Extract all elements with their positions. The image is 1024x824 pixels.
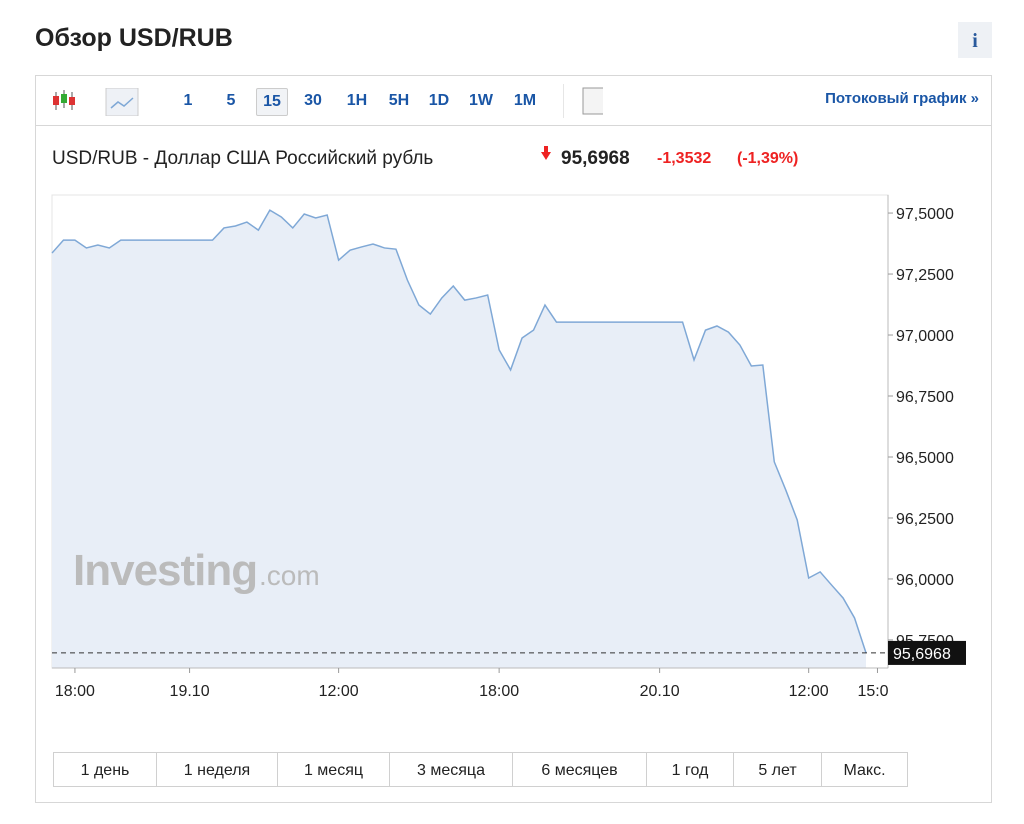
interval-button[interactable]: 1H (346, 92, 368, 109)
area-icon[interactable] (105, 88, 139, 116)
interval-button[interactable]: 30 (304, 92, 322, 109)
range-button[interactable]: 1 неделя (156, 752, 278, 787)
interval-button[interactable]: 1W (469, 92, 493, 109)
page-title: Обзор USD/RUB (35, 24, 233, 52)
toolbar: Потоковый график » 1 5 15 30 1H 5H 1D 1W 1M (36, 76, 991, 126)
info-button[interactable]: i (958, 22, 992, 58)
range-button[interactable]: 1 год (646, 752, 734, 787)
interval-button[interactable]: 5H (388, 92, 410, 109)
range-button[interactable]: 3 месяца (389, 752, 513, 787)
range-button[interactable]: 1 день (53, 752, 157, 787)
interval-button[interactable]: 1 (183, 92, 193, 109)
widget: Потоковый график » 1 5 15 30 1H 5H 1D 1W 1M 1 де… (35, 75, 992, 803)
candle-icon[interactable] (53, 90, 75, 110)
interval-button[interactable]: 1M (513, 92, 537, 109)
range-button[interactable]: Макс. (821, 752, 908, 787)
interval-button[interactable]: 5 (226, 92, 236, 109)
settings-icon[interactable] (563, 84, 603, 118)
interval-button[interactable]: 15 (256, 88, 288, 116)
stream-link[interactable]: Потоковый график » (825, 90, 979, 107)
range-button[interactable]: 5 лет (733, 752, 822, 787)
interval-button[interactable]: 1D (428, 92, 450, 109)
range-button[interactable]: 6 месяцев (512, 752, 647, 787)
range-button[interactable]: 1 месяц (277, 752, 390, 787)
chart-type-icons (53, 88, 139, 116)
